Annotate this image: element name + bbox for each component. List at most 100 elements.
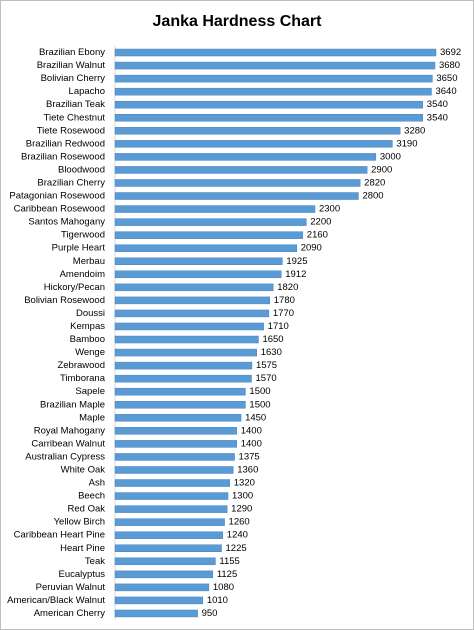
y-tick-label: Tigerwood xyxy=(61,230,105,241)
data-label: 1240 xyxy=(227,530,248,541)
data-label: 3680 xyxy=(439,60,460,71)
data-label: 1575 xyxy=(256,360,277,371)
bar xyxy=(114,505,228,513)
data-label: 3000 xyxy=(380,151,401,162)
bar xyxy=(114,387,246,396)
bar xyxy=(114,440,237,448)
bar xyxy=(114,205,316,213)
bar xyxy=(114,74,433,83)
y-tick-label: Hickory/Pecan xyxy=(44,282,105,293)
y-tick-label: Peruvian Walnut xyxy=(36,582,106,593)
chart-title: Janka Hardness Chart xyxy=(153,13,323,30)
y-tick-label: White Oak xyxy=(61,464,106,475)
y-tick-label: Tiete Chestnut xyxy=(44,112,106,123)
data-label: 1912 xyxy=(285,269,306,280)
bar xyxy=(114,583,210,592)
bar xyxy=(114,179,361,187)
y-tick-label: Merbau xyxy=(73,256,105,267)
y-tick-label: Caribbean Heart Pine xyxy=(14,530,105,541)
bar xyxy=(114,244,297,252)
data-label: 1820 xyxy=(277,282,298,293)
data-label: 1080 xyxy=(213,582,234,593)
data-label: 1450 xyxy=(245,412,266,423)
y-tick-label: Sapele xyxy=(75,386,105,397)
y-tick-label: Purple Heart xyxy=(52,243,106,254)
data-label: 1710 xyxy=(268,321,289,332)
data-label: 1125 xyxy=(217,569,237,580)
data-label: 1260 xyxy=(229,517,250,528)
data-label: 2800 xyxy=(362,191,383,202)
y-tick-label: Brazilian Maple xyxy=(40,399,105,410)
bar xyxy=(114,401,246,409)
y-tick-label: Brazilian Redwood xyxy=(26,138,105,149)
data-label: 1375 xyxy=(239,451,260,462)
y-tick-label: Heart Pine xyxy=(60,543,105,554)
bar xyxy=(114,100,424,109)
y-tick-label: Patagonian Rosewood xyxy=(9,191,105,202)
data-label: 3650 xyxy=(436,73,457,84)
bar xyxy=(114,270,282,279)
data-label: 1650 xyxy=(262,334,283,345)
y-tick-label: Kempas xyxy=(70,321,105,332)
data-label: 2300 xyxy=(319,204,340,215)
data-label: 1290 xyxy=(231,504,252,515)
bar xyxy=(114,322,264,331)
data-label: 1010 xyxy=(207,595,228,606)
bar xyxy=(114,283,274,292)
bar xyxy=(114,453,235,461)
bar xyxy=(114,296,271,305)
y-tick-label: Ash xyxy=(89,478,105,489)
y-tick-label: Timborana xyxy=(60,373,106,384)
bar xyxy=(114,114,424,122)
bar xyxy=(114,414,242,422)
data-label: 1925 xyxy=(286,256,307,267)
bar xyxy=(114,127,401,135)
y-tick-label: Brazilian Rosewood xyxy=(21,151,105,162)
bar xyxy=(114,309,270,318)
bar xyxy=(114,61,436,70)
bar xyxy=(114,361,253,370)
bar xyxy=(114,153,377,161)
y-tick-label: Tiete Rosewood xyxy=(37,125,105,136)
data-label: 3190 xyxy=(396,138,417,149)
bar xyxy=(114,596,204,605)
bar xyxy=(114,531,224,539)
y-tick-label: Teak xyxy=(85,556,105,567)
y-tick-label: Santos Mahogany xyxy=(28,217,105,228)
data-label: 3540 xyxy=(427,99,448,110)
bar xyxy=(114,335,259,344)
bar xyxy=(114,87,432,96)
y-tick-label: Royal Mahogany xyxy=(34,425,106,436)
data-label: 1780 xyxy=(274,295,295,306)
y-tick-label: American Cherry xyxy=(34,608,106,619)
bar xyxy=(114,374,252,383)
bar xyxy=(114,479,231,487)
y-tick-label: Bamboo xyxy=(70,334,105,345)
data-label: 1400 xyxy=(241,438,262,449)
y-tick-label: Caribbean Rosewood xyxy=(14,204,105,215)
data-label: 3640 xyxy=(435,86,456,97)
data-label: 1155 xyxy=(219,556,239,567)
data-label: 2820 xyxy=(364,177,385,188)
y-tick-label: Brazilian Ebony xyxy=(39,47,105,58)
y-tick-label: Zebrawood xyxy=(57,360,105,371)
y-tick-label: Brazilian Cherry xyxy=(37,177,105,188)
data-label: 1570 xyxy=(256,373,277,384)
data-label: 1500 xyxy=(249,399,270,410)
data-label: 1400 xyxy=(241,425,262,436)
data-label: 3692 xyxy=(440,47,461,58)
bar xyxy=(114,231,304,239)
data-label: 1300 xyxy=(232,491,253,502)
bar xyxy=(114,348,257,357)
y-tick-label: Bolivian Rosewood xyxy=(24,295,105,306)
y-tick-label: Eucalyptus xyxy=(59,569,106,580)
data-label: 2090 xyxy=(301,243,322,254)
data-label: 1500 xyxy=(249,386,270,397)
y-tick-label: Australian Cypress xyxy=(25,451,105,462)
y-tick-label: Bloodwood xyxy=(58,164,105,175)
data-label: 950 xyxy=(202,608,218,619)
bar xyxy=(114,192,359,200)
data-label: 1630 xyxy=(261,347,282,358)
